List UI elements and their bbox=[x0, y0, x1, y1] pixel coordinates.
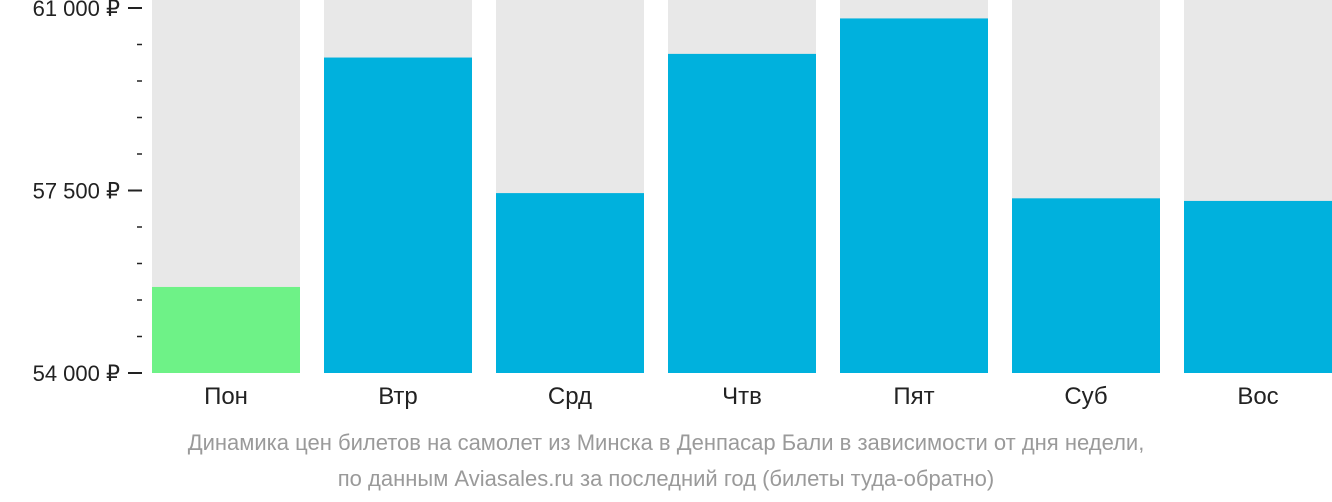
bar[interactable] bbox=[152, 286, 300, 373]
y-tick-label: 57 500 ₽ bbox=[33, 179, 120, 204]
price-by-weekday-chart: 54 000 ₽ 57 500 ₽ 61 000 ₽ Пон Втр Срд Чтв Пят… bbox=[33, 0, 1332, 410]
x-tick-label: Втр bbox=[378, 383, 418, 410]
y-tick-label: 54 000 ₽ bbox=[33, 361, 120, 386]
x-tick-label: Пят bbox=[893, 383, 934, 410]
x-tick-label: Срд bbox=[548, 383, 592, 410]
y-tick-label: 61 000 ₽ bbox=[33, 0, 120, 21]
bar[interactable] bbox=[840, 18, 988, 374]
bar[interactable] bbox=[1184, 200, 1332, 373]
bar[interactable] bbox=[496, 193, 644, 373]
x-tick-label: Пон bbox=[204, 383, 248, 410]
x-tick-label: Вос bbox=[1237, 383, 1278, 410]
bar[interactable] bbox=[668, 53, 816, 374]
y-axis: 54 000 ₽ 57 500 ₽ 61 000 ₽ bbox=[33, 0, 142, 386]
chart-caption-line-2: по данным Aviasales.ru за последний год … bbox=[337, 466, 995, 491]
x-tick-label: Чтв bbox=[722, 383, 762, 410]
bar[interactable] bbox=[324, 57, 472, 374]
x-axis: Пон Втр Срд Чтв Пят Суб Вос bbox=[204, 383, 1279, 410]
bar[interactable] bbox=[1012, 198, 1160, 373]
bars bbox=[152, 0, 1332, 374]
x-tick-label: Суб bbox=[1064, 383, 1107, 410]
chart-caption-line-1: Динамика цен билетов на самолет из Минск… bbox=[187, 430, 1145, 455]
